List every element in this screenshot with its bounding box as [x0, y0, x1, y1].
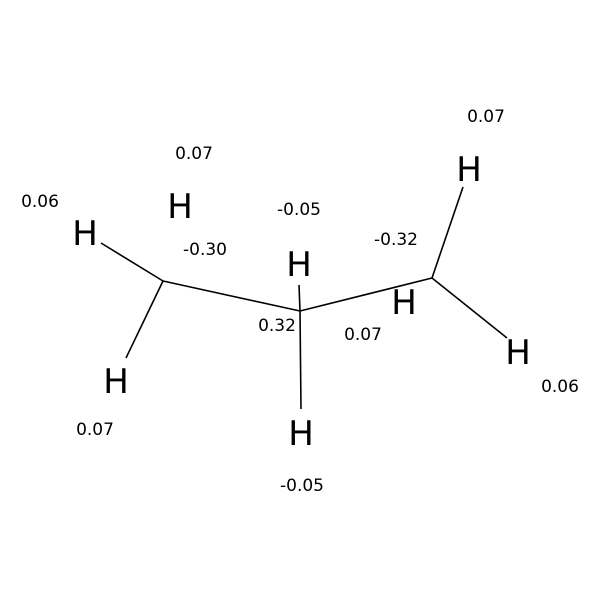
bond-c1-c2 — [162, 280, 301, 312]
bond-c2-h-bottom — [299, 310, 302, 410]
charge-label: -0.05 — [280, 476, 324, 496]
charge-label: 0.32 — [258, 316, 296, 336]
bond-c2-c3 — [299, 277, 433, 312]
atom-labels: H H H H H H H H — [72, 150, 531, 454]
charge-label: 0.07 — [344, 325, 382, 345]
charge-label: -0.05 — [277, 200, 321, 220]
atom-h-left: H — [72, 214, 98, 254]
atom-h-right: H — [505, 333, 531, 373]
atom-h-center-bottom: H — [288, 414, 314, 454]
charge-label: 0.06 — [21, 192, 59, 212]
bond-c1-h-bottom — [125, 280, 164, 359]
bond-c3-h-right — [431, 277, 508, 339]
charge-label: 0.07 — [76, 420, 114, 440]
charge-label: 0.06 — [541, 377, 579, 397]
atom-h-top-right: H — [456, 150, 482, 190]
charge-label: 0.07 — [467, 107, 505, 127]
charge-label: -0.32 — [374, 230, 418, 250]
charge-label: -0.30 — [183, 240, 227, 260]
bond-c2-h-top — [298, 284, 301, 312]
atom-h-mid-right: H — [391, 283, 417, 323]
atom-h-top-left: H — [167, 187, 193, 227]
bonds — [100, 186, 508, 410]
atom-h-center-top: H — [286, 245, 312, 285]
bond-c3-h-top — [431, 186, 464, 279]
bond-c1-h-left — [100, 242, 164, 282]
charge-label: 0.07 — [175, 144, 213, 164]
charge-labels: 0.07 0.06 -0.30 0.07 -0.05 0.32 -0.05 0.… — [21, 107, 579, 496]
atom-h-bottom-left: H — [103, 362, 129, 402]
